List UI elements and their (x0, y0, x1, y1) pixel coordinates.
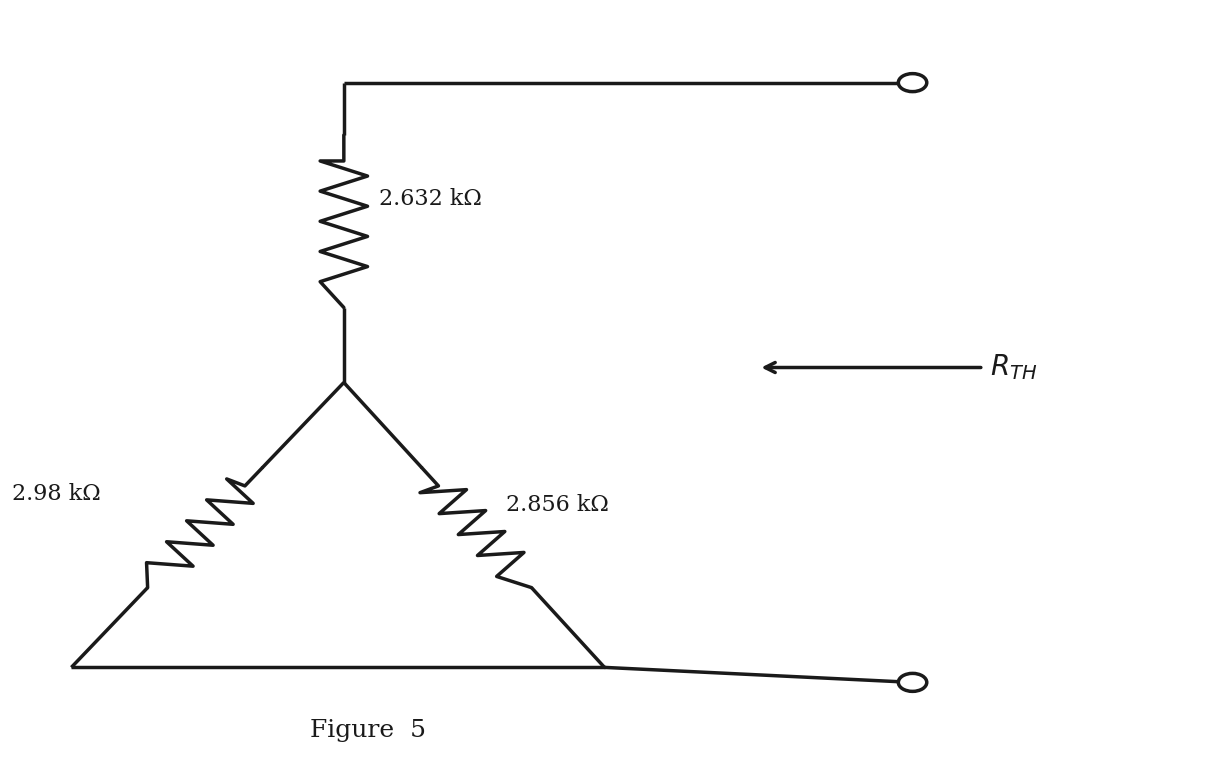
Circle shape (898, 673, 927, 692)
Text: Figure  5: Figure 5 (310, 719, 426, 742)
Circle shape (898, 73, 927, 92)
Text: $R_{TH}$: $R_{TH}$ (990, 353, 1037, 382)
Text: 2.98 kΩ: 2.98 kΩ (12, 483, 100, 505)
Text: 2.856 kΩ: 2.856 kΩ (507, 494, 609, 516)
Text: 2.632 kΩ: 2.632 kΩ (380, 188, 482, 210)
